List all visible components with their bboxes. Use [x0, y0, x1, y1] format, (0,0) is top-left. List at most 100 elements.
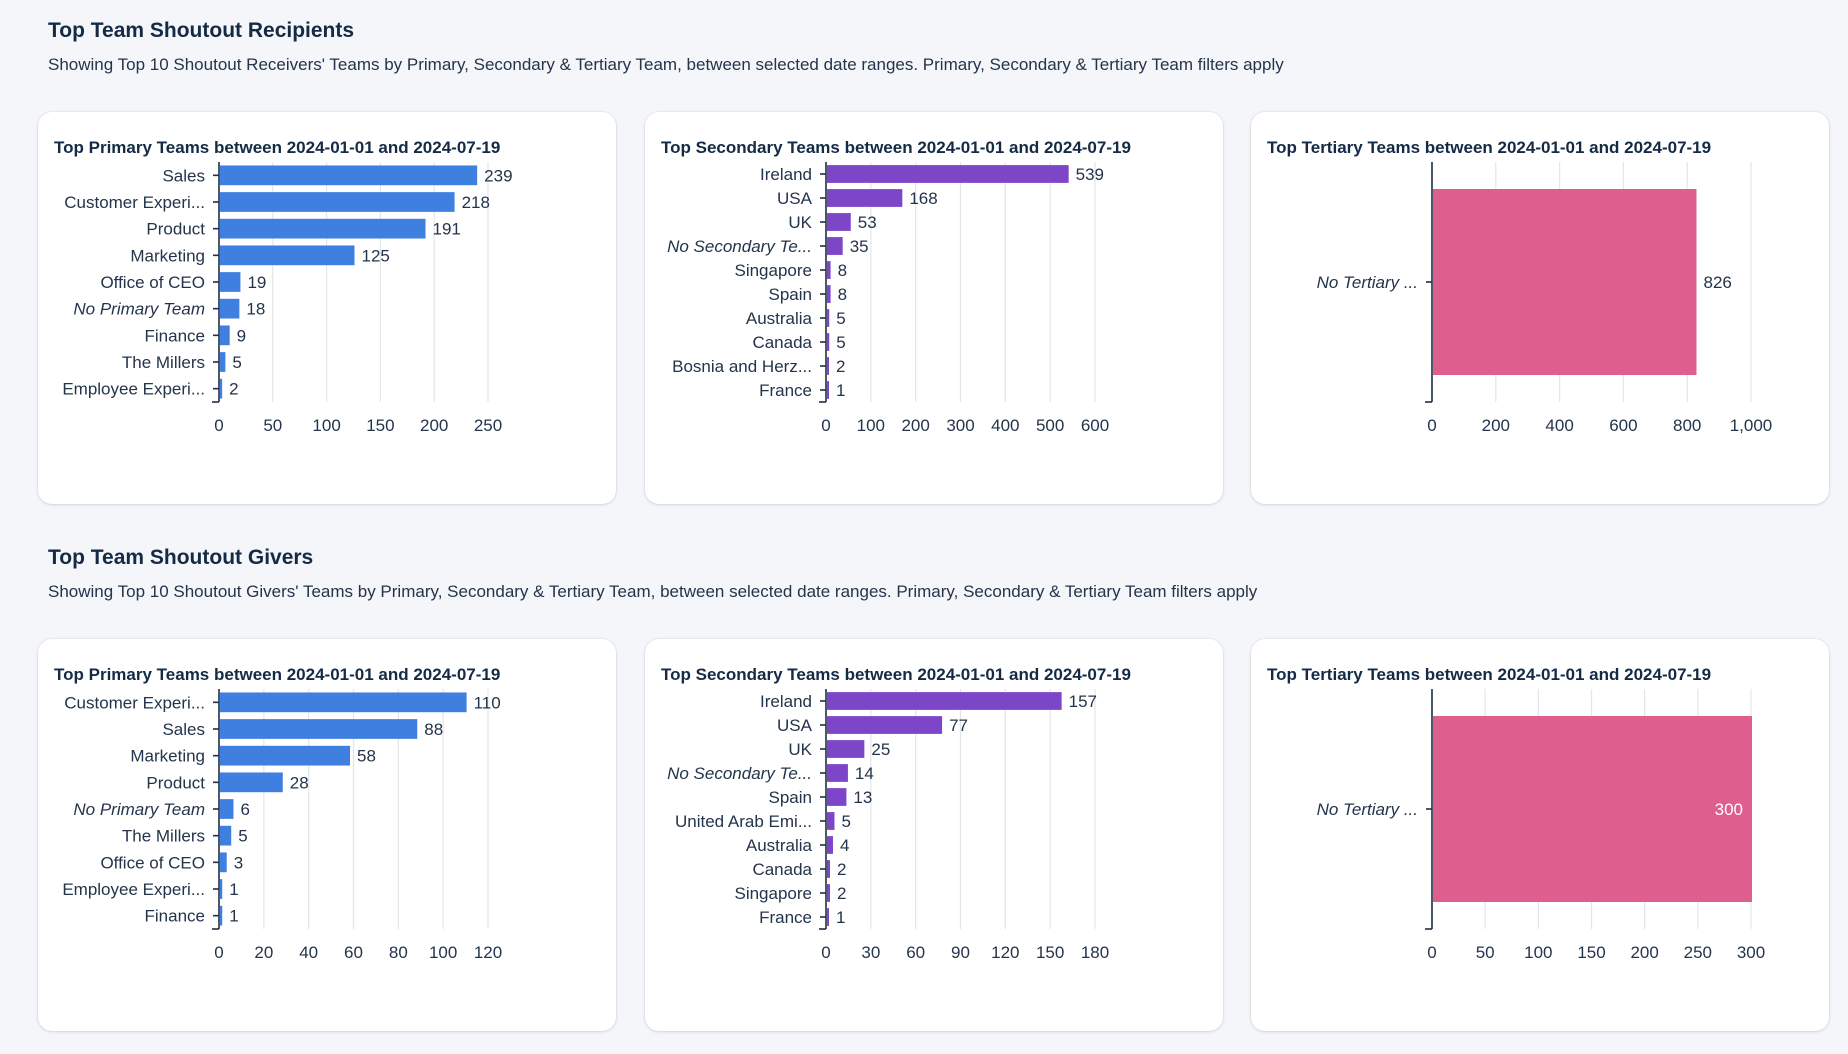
- category-label: Bosnia and Herz...: [672, 357, 812, 376]
- category-label: USA: [777, 716, 813, 735]
- category-label: UK: [788, 740, 812, 759]
- category-label: Singapore: [734, 884, 812, 903]
- x-tick-label: 80: [389, 943, 408, 962]
- recipients-secondary-card: Top Secondary Teams between 2024-01-01 a…: [645, 112, 1223, 504]
- bar: [827, 860, 830, 878]
- category-label: France: [759, 908, 812, 927]
- bar: [220, 298, 240, 319]
- givers-section-description: Showing Top 10 Shoutout Givers' Teams by…: [48, 582, 1258, 601]
- bar: [827, 908, 829, 926]
- bar: [827, 357, 829, 375]
- x-tick-label: 150: [1036, 943, 1064, 962]
- recipients-section-title: Top Team Shoutout Recipients: [48, 19, 355, 42]
- category-label: Office of CEO: [100, 273, 205, 292]
- data-label: 19: [247, 273, 266, 292]
- x-tick-label: 400: [991, 416, 1019, 435]
- x-tick-label: 150: [1577, 943, 1605, 962]
- bar: [220, 825, 232, 846]
- x-tick-label: 20: [254, 943, 273, 962]
- data-label: 2: [836, 357, 845, 376]
- bar: [220, 879, 223, 899]
- bar: [220, 352, 226, 372]
- bar: [827, 692, 1062, 710]
- x-tick-label: 200: [1482, 416, 1510, 435]
- bar: [1433, 189, 1697, 375]
- data-label: 5: [238, 827, 247, 846]
- category-label: Australia: [746, 836, 813, 855]
- data-label: 239: [484, 166, 512, 185]
- recipients-tertiary-chart: 0 200 400 600 800 1,000 No Tertiary ... 826: [1317, 162, 1773, 435]
- bar: [220, 325, 230, 346]
- x-tick-label: 60: [344, 943, 363, 962]
- data-label: 14: [855, 764, 874, 783]
- bar: [827, 740, 865, 758]
- bar: [220, 378, 223, 399]
- category-label: Customer Experi...: [64, 193, 205, 212]
- x-tick-label: 100: [429, 943, 457, 962]
- chart-title: Top Primary Teams between 2024-01-01 and…: [54, 138, 501, 157]
- bar: [220, 245, 355, 266]
- data-label: 1: [836, 381, 845, 400]
- x-tick-label: 120: [991, 943, 1019, 962]
- data-label: 218: [462, 193, 490, 212]
- category-label: UK: [788, 213, 812, 232]
- data-label: 2: [837, 884, 846, 903]
- bar: [220, 165, 478, 186]
- category-label: Canada: [752, 333, 812, 352]
- category-label: Spain: [769, 285, 812, 304]
- category-label: Employee Experi...: [62, 880, 205, 899]
- x-tick-label: 400: [1545, 416, 1573, 435]
- x-tick-label: 50: [263, 416, 282, 435]
- bar: [220, 772, 283, 793]
- data-label: 157: [1069, 692, 1097, 711]
- x-tick-label: 600: [1609, 416, 1637, 435]
- data-label: 110: [474, 693, 501, 712]
- category-label: Australia: [746, 309, 813, 328]
- bar: [827, 261, 831, 279]
- x-tick-label: 0: [1427, 943, 1436, 962]
- category-label: No Secondary Te...: [667, 237, 812, 256]
- chart-title: Top Secondary Teams between 2024-01-01 a…: [661, 665, 1131, 684]
- category-label: The Millers: [122, 827, 205, 846]
- bar: [827, 884, 830, 902]
- bar: [1433, 716, 1752, 902]
- data-label: 88: [424, 720, 443, 739]
- category-label: Ireland: [760, 692, 812, 711]
- category-label: No Secondary Te...: [667, 764, 812, 783]
- x-tick-label: 90: [951, 943, 970, 962]
- category-label: Spain: [769, 788, 812, 807]
- x-tick-label: 60: [906, 943, 925, 962]
- data-label: 1: [836, 908, 845, 927]
- category-label: No Primary Team: [73, 800, 205, 819]
- category-label: Marketing: [130, 747, 205, 766]
- category-label: United Arab Emi...: [675, 812, 812, 831]
- bar: [220, 272, 241, 292]
- x-tick-label: 500: [1036, 416, 1064, 435]
- category-label: Customer Experi...: [64, 693, 205, 712]
- x-tick-label: 250: [474, 416, 502, 435]
- category-label: Product: [146, 220, 205, 239]
- data-label: 5: [232, 353, 241, 372]
- data-label: 53: [858, 213, 877, 232]
- x-tick-label: 100: [857, 416, 885, 435]
- x-tick-label: 600: [1081, 416, 1109, 435]
- givers-tertiary-card: Top Tertiary Teams between 2024-01-01 an…: [1251, 639, 1829, 1031]
- data-label: 826: [1703, 273, 1731, 292]
- x-tick-label: 800: [1673, 416, 1701, 435]
- recipients-section-description: Showing Top 10 Shoutout Receivers' Teams…: [48, 55, 1284, 74]
- data-label: 2: [229, 380, 238, 399]
- x-tick-label: 0: [214, 416, 223, 435]
- x-tick-label: 200: [1630, 943, 1658, 962]
- category-label: The Millers: [122, 353, 205, 372]
- bar: [220, 192, 455, 212]
- category-label: Marketing: [130, 246, 205, 265]
- x-tick-label: 300: [946, 416, 974, 435]
- bar: [827, 812, 835, 830]
- x-tick-label: 1,000: [1730, 416, 1773, 435]
- chart-title: Top Tertiary Teams between 2024-01-01 an…: [1267, 665, 1712, 684]
- data-label: 9: [237, 326, 246, 345]
- bar: [220, 745, 351, 766]
- bar: [827, 764, 848, 782]
- bar: [220, 799, 234, 819]
